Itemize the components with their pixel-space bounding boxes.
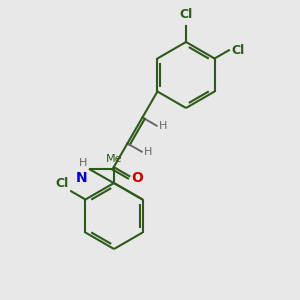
Text: H: H (79, 158, 88, 168)
Text: H: H (159, 121, 167, 131)
Text: N: N (76, 171, 88, 185)
Text: Me: Me (106, 154, 122, 164)
Text: Cl: Cl (232, 44, 245, 57)
Text: H: H (144, 147, 152, 157)
Text: O: O (131, 171, 143, 185)
Text: Cl: Cl (179, 8, 193, 21)
Text: Cl: Cl (55, 177, 68, 190)
